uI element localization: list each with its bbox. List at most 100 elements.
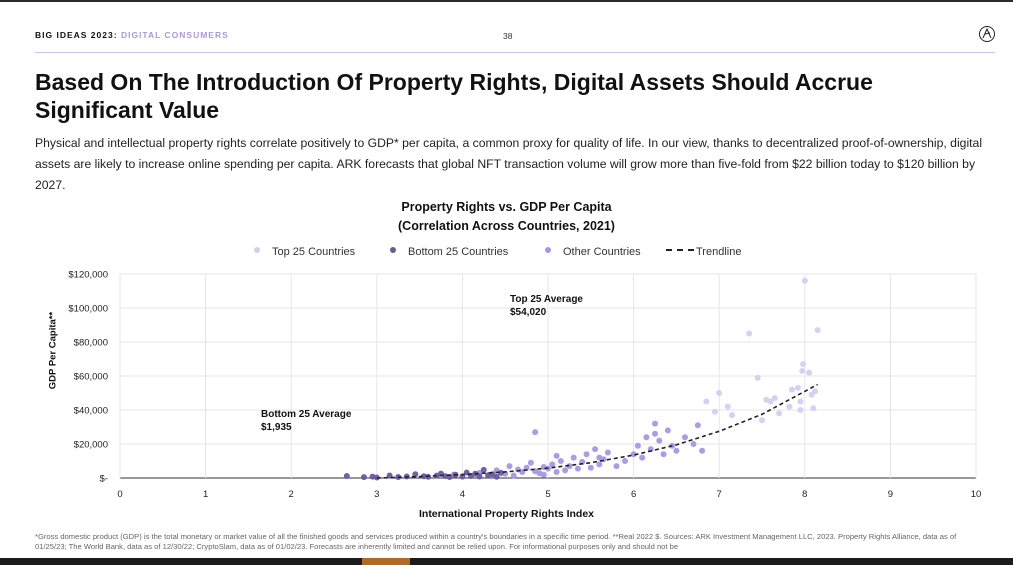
x-tick-label: 3 <box>374 489 379 500</box>
data-point-bottom25 <box>343 472 350 479</box>
data-point-top25 <box>746 330 753 337</box>
annotation-label: Top 25 Average <box>510 294 583 305</box>
data-point-other <box>553 452 560 459</box>
data-point-top25 <box>771 395 778 402</box>
data-point-other <box>664 427 671 434</box>
data-point-bottom25 <box>497 469 504 476</box>
data-point-top25 <box>797 398 804 405</box>
x-tick-label: 7 <box>717 489 722 500</box>
annotation-label: Bottom 25 Average <box>261 409 352 420</box>
chart-legend: Top 25 Countries Bottom 25 Countries Oth… <box>0 246 1013 262</box>
data-point-other <box>562 467 569 474</box>
x-tick-label: 9 <box>888 489 893 500</box>
x-tick-label: 5 <box>545 489 550 500</box>
trendline <box>376 383 818 479</box>
data-point-top25 <box>786 403 793 410</box>
page-number: 38 <box>503 31 513 41</box>
legend-label-top25: Top 25 Countries <box>272 246 356 258</box>
data-point-other <box>681 434 688 441</box>
data-point-other <box>660 451 667 458</box>
data-point-other <box>639 454 646 461</box>
legend-label-other: Other Countries <box>563 246 641 258</box>
data-point-bottom25 <box>493 473 500 480</box>
x-axis-label: International Property Rights Index <box>418 508 595 520</box>
data-point-top25 <box>814 327 821 334</box>
data-point-top25 <box>812 388 819 395</box>
data-point-other <box>604 449 611 456</box>
legend-item-other: Other Countries <box>545 246 641 258</box>
data-point-other <box>553 469 560 476</box>
data-point-top25 <box>794 384 801 391</box>
legend-item-trendline: Trendline <box>666 246 741 258</box>
legend-marker-bottom25 <box>390 247 396 254</box>
data-point-other <box>592 446 599 453</box>
scatter-chart: $- $20,000 $40,000 $60,000 $80,000 $100,000 $1… <box>68 270 982 501</box>
y-tick-label: $- <box>100 474 108 485</box>
top-border <box>0 0 1013 2</box>
data-point-other <box>634 442 641 449</box>
data-point-other <box>613 463 620 470</box>
data-point-top25 <box>767 398 774 405</box>
data-point-other <box>583 451 590 458</box>
legend-item-bottom25: Bottom 25 Countries <box>390 246 508 258</box>
legend-label-bottom25: Bottom 25 Countries <box>408 246 509 258</box>
data-point-bottom25 <box>360 474 367 481</box>
data-point-top25 <box>759 417 765 424</box>
data-point-other <box>510 472 517 479</box>
annotation-value: $1,935 <box>261 422 292 433</box>
data-point-other <box>652 430 658 437</box>
chart-subtitle: (Correlation Across Countries, 2021) <box>398 219 615 233</box>
data-point-other <box>557 458 564 464</box>
data-point-other <box>549 461 556 468</box>
data-point-top25 <box>810 405 817 412</box>
data-point-bottom25 <box>480 466 487 473</box>
x-tick-label: 1 <box>203 489 208 500</box>
data-point-bottom25 <box>476 473 483 480</box>
data-point-top25 <box>800 361 807 368</box>
x-tick-label: 0 <box>117 489 122 500</box>
data-point-other <box>694 422 701 429</box>
y-tick-label: $40,000 <box>74 406 108 417</box>
y-tick-label: $100,000 <box>68 304 108 315</box>
legend-item-top25: Top 25 Countries <box>254 246 355 258</box>
data-point-top25 <box>788 386 795 393</box>
brand-name: BIG IDEAS 2023 <box>35 30 114 40</box>
data-point-other <box>523 464 530 471</box>
data-point-top25 <box>754 374 761 381</box>
data-point-top25 <box>703 398 710 405</box>
page-header: BIG IDEAS 2023: DIGITAL CONSUMERS 38 <box>0 0 1013 52</box>
data-point-other <box>527 459 534 466</box>
y-tick-label: $80,000 <box>74 338 108 349</box>
data-point-top25 <box>711 408 718 415</box>
legend-marker-other <box>545 247 551 254</box>
x-tick-label: 10 <box>971 489 982 500</box>
data-point-other <box>566 463 573 470</box>
data-point-other <box>587 464 594 471</box>
data-point-top25 <box>806 369 813 376</box>
annotation-value: $54,020 <box>510 307 547 318</box>
ark-logo-icon <box>979 26 995 42</box>
data-point-other <box>596 454 603 461</box>
data-point-other <box>656 437 663 444</box>
data-point-other <box>574 465 581 472</box>
data-point-other <box>532 429 539 436</box>
data-point-top25 <box>716 390 723 396</box>
header-divider <box>35 52 995 53</box>
data-point-other <box>690 441 697 447</box>
x-tick-label: 6 <box>631 489 636 500</box>
y-tick-label: $20,000 <box>74 440 108 451</box>
legend-label-trendline: Trendline <box>696 246 742 258</box>
data-point-top25 <box>729 412 736 419</box>
data-point-top25 <box>776 410 783 417</box>
data-point-other <box>643 434 650 441</box>
section-name: DIGITAL CONSUMERS <box>120 30 229 40</box>
data-point-top25 <box>797 407 804 413</box>
data-point-bottom25 <box>412 471 419 478</box>
bottom-bar <box>0 558 1013 565</box>
data-point-other <box>540 471 547 478</box>
data-point-top25 <box>801 277 808 284</box>
data-point-other <box>630 451 637 458</box>
data-point-other <box>570 454 577 461</box>
page-description: Physical and intellectual property right… <box>35 136 983 192</box>
page-title: Based On The Introduction Of Property Ri… <box>35 69 873 123</box>
